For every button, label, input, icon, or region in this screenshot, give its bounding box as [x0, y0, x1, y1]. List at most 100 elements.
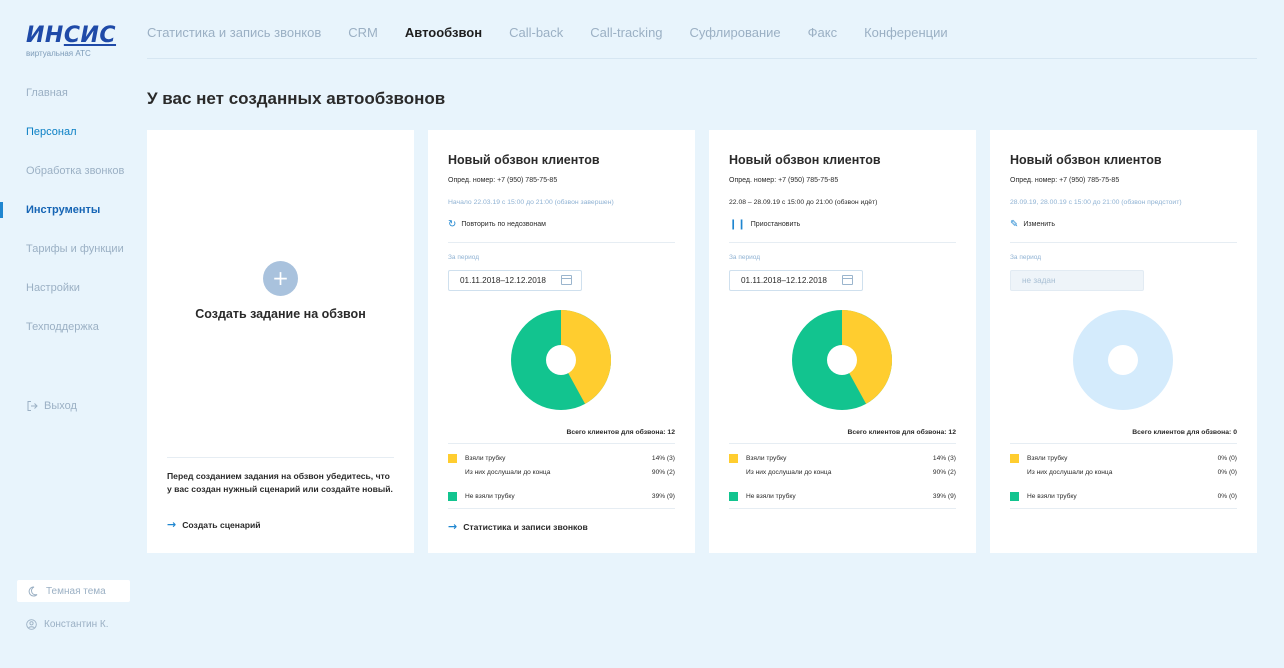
- logout-button[interactable]: Выход: [26, 400, 77, 412]
- answer-pie-chart: [792, 310, 892, 410]
- repeat-unanswered-label: Повторить по недозвонам: [461, 221, 546, 228]
- period-label: За период: [448, 254, 479, 261]
- user-icon: [26, 619, 37, 630]
- legend-answered: Взяли трубку 0% (0): [1010, 454, 1237, 463]
- logout-label: Выход: [44, 400, 77, 412]
- total-clients: Всего клиентов для обзвона: 12: [566, 429, 675, 436]
- legend-swatch-green: [448, 492, 457, 501]
- campaign-title: Новый обзвон клиентов: [448, 153, 600, 167]
- divider: [729, 443, 956, 444]
- legend-label: Из них дослушали до конца: [465, 469, 551, 476]
- campaign-title: Новый обзвон клиентов: [1010, 153, 1162, 167]
- tab-prompting[interactable]: Суфлирование: [689, 25, 781, 40]
- answer-pie-chart: [1073, 310, 1173, 410]
- legend-label: Взяли трубку: [1027, 455, 1068, 462]
- arrow-right-icon: →: [448, 520, 458, 533]
- legend-swatch-yellow: [729, 454, 738, 463]
- caller-id: Опред. номер: +7 (950) 785-75-85: [1010, 177, 1120, 184]
- legend-value: 14% (3): [651, 455, 675, 462]
- divider: [729, 508, 956, 509]
- legend-label: Взяли трубку: [746, 455, 787, 462]
- pause-button[interactable]: ❙❙ Приостановить: [729, 219, 800, 230]
- legend-listened: Из них дослушали до конца 90% (2): [729, 469, 956, 476]
- sidebar-item-home[interactable]: Главная: [26, 87, 68, 99]
- nav-divider: [147, 58, 1257, 59]
- tab-conferences[interactable]: Конференции: [864, 25, 948, 40]
- pie-slice-answered: [561, 310, 611, 404]
- divider: [448, 242, 675, 243]
- caller-id: Опред. номер: +7 (950) 785-75-85: [729, 177, 839, 184]
- legend-label: Не взяли трубку: [465, 493, 515, 500]
- plus-icon[interactable]: +: [263, 261, 298, 296]
- total-clients: Всего клиентов для обзвона: 12: [847, 429, 956, 436]
- legend-listened: Из них дослушали до конца 90% (2): [448, 469, 675, 476]
- logo-subtitle: виртуальная АТС: [26, 49, 91, 58]
- sidebar-item-tools[interactable]: Инструменты: [0, 197, 140, 236]
- legend-answered: Взяли трубку 14% (3): [729, 454, 956, 463]
- page-title: У вас нет созданных автообзвонов: [147, 89, 446, 108]
- divider: [448, 508, 675, 509]
- create-task-title[interactable]: Создать задание на обзвон: [195, 307, 366, 321]
- logo-mark-a: ИН: [26, 23, 64, 48]
- create-hint: Перед созданием задания на обзвон убедит…: [167, 471, 393, 494]
- tab-crm[interactable]: CRM: [348, 25, 378, 40]
- pie-slice-answered: [842, 310, 892, 404]
- user-name: Константин К.: [44, 619, 109, 630]
- date-range-picker[interactable]: 01.11.2018–12.12.2018: [448, 270, 582, 291]
- calendar-icon[interactable]: [561, 275, 572, 285]
- sidebar-item-call-processing[interactable]: Обработка звонков: [26, 165, 125, 177]
- divider: [1010, 242, 1237, 243]
- stats-records-link[interactable]: → Статистика и записи звонков: [448, 520, 588, 533]
- calendar-icon[interactable]: [842, 275, 853, 285]
- divider: [1010, 508, 1237, 509]
- sidebar-item-support[interactable]: Техподдержка: [26, 321, 99, 333]
- repeat-icon: ↻: [448, 219, 457, 230]
- campaign-period: 28.09.19, 28.00.19 с 15:00 до 21:00 (обз…: [1010, 199, 1182, 206]
- create-scenario-link[interactable]: → Создать сценарий: [167, 518, 261, 531]
- legend-answered: Взяли трубку 14% (3): [448, 454, 675, 463]
- tab-calltracking[interactable]: Call-tracking: [590, 25, 663, 40]
- logo-mark: ИНСИС: [26, 24, 116, 48]
- repeat-unanswered-button[interactable]: ↻ Повторить по недозвонам: [448, 219, 546, 230]
- pause-icon: ❙❙: [729, 219, 746, 230]
- sidebar: Главная Персонал Обработка звонков Инстр…: [0, 80, 140, 353]
- sidebar-item-tariffs[interactable]: Тарифы и функции: [26, 243, 124, 255]
- campaign-title: Новый обзвон клиентов: [729, 153, 881, 167]
- tab-fax[interactable]: Факс: [807, 25, 838, 40]
- tab-callback[interactable]: Call-back: [509, 25, 564, 40]
- legend-label: Из них дослушали до конца: [1027, 469, 1113, 476]
- moon-icon: [28, 586, 38, 596]
- date-range-picker[interactable]: не задан: [1010, 270, 1144, 291]
- create-task-card[interactable]: + Создать задание на обзвон Перед создан…: [147, 130, 414, 553]
- period-label: За период: [729, 254, 760, 261]
- logo[interactable]: ИНСИС виртуальная АТС: [26, 24, 116, 59]
- dark-theme-toggle[interactable]: Темная тема: [17, 580, 130, 602]
- user-profile[interactable]: Константин К.: [26, 619, 109, 630]
- sidebar-item-staff[interactable]: Персонал: [26, 126, 77, 138]
- sidebar-item-settings[interactable]: Настройки: [26, 282, 80, 294]
- campaign-period: Начало 22.03.19 с 15:00 до 21:00 (обзвон…: [448, 199, 614, 206]
- create-scenario-label: Создать сценарий: [182, 519, 261, 530]
- campaign-period: 22.08 – 28.09.19 с 15:00 до 21:00 (обзво…: [729, 199, 878, 206]
- logo-mark-b: СИС: [63, 23, 117, 48]
- campaign-card: Новый обзвон клиентов Опред. номер: +7 (…: [428, 130, 695, 553]
- legend-value: 90% (2): [651, 469, 675, 476]
- logout-icon: [27, 401, 38, 411]
- legend-value: 90% (2): [932, 469, 956, 476]
- legend-value: 39% (9): [932, 493, 956, 500]
- edit-label: Изменить: [1023, 221, 1055, 228]
- legend-swatch-green: [729, 492, 738, 501]
- tab-autodial[interactable]: Автообзвон: [404, 25, 483, 40]
- legend-swatch-yellow: [448, 454, 457, 463]
- tab-stats[interactable]: Статистика и запись звонков: [147, 25, 322, 40]
- edit-button[interactable]: ✎ Изменить: [1010, 219, 1055, 230]
- pie-hole: [1108, 345, 1138, 375]
- legend-listened: Из них дослушали до конца 0% (0): [1010, 469, 1237, 476]
- legend-value: 0% (0): [1217, 493, 1237, 500]
- legend-value: 0% (0): [1217, 469, 1237, 476]
- legend-label: Не взяли трубку: [746, 493, 796, 500]
- caller-id: Опред. номер: +7 (950) 785-75-85: [448, 177, 558, 184]
- date-range-picker[interactable]: 01.11.2018–12.12.2018: [729, 270, 863, 291]
- divider: [448, 443, 675, 444]
- pie-hole: [827, 345, 857, 375]
